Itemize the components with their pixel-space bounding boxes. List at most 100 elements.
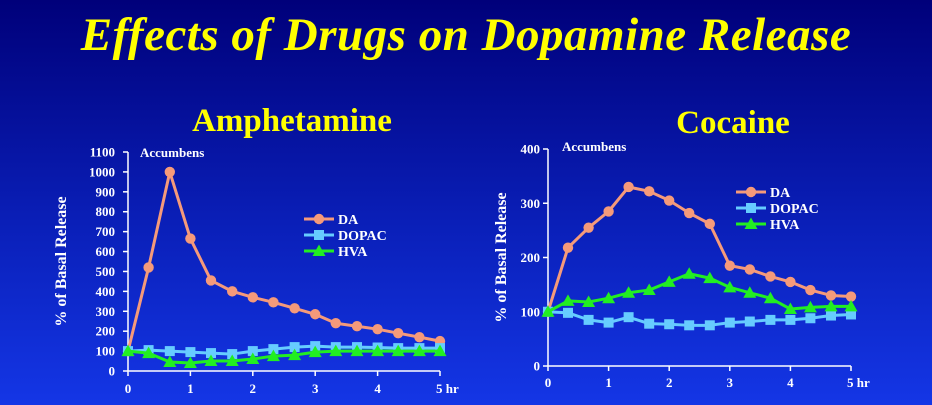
data-point-dopac [205,348,216,359]
data-point-da [744,264,755,275]
legend-marker-hva [744,217,758,229]
data-point-hva [163,355,177,368]
y-tick-label: 1000 [89,164,115,179]
data-point-dopac [785,314,796,325]
data-point-da [247,292,258,303]
legend-label-dopac: DOPAC [338,229,387,244]
x-tick-label: 5 hr [436,381,459,396]
data-point-hva [225,354,239,367]
x-tick-label: 3 [312,381,319,396]
x-tick-label: 1 [187,381,194,396]
y-tick-label: 200 [96,324,116,339]
data-point-dopac [164,346,175,357]
y-tick-label: 1100 [90,145,115,160]
y-tick-label: 300 [96,304,116,319]
data-point-hva [371,344,385,357]
data-point-hva [743,286,757,298]
data-point-hva [561,294,575,306]
data-point-dopac [704,320,715,331]
legend-marker-da [745,186,757,198]
data-point-dopac [765,314,776,325]
data-point-da [845,291,857,302]
series-line-hva [127,349,440,365]
data-point-hva [308,345,322,358]
y-tick-label: 600 [96,244,116,259]
data-point-da [724,260,735,271]
series-line-da [126,170,441,352]
data-point-dopac [583,314,594,325]
data-point-hva [844,299,858,312]
data-point-dopac [185,347,196,358]
data-point-da [289,303,300,314]
y-tick-label: 500 [96,264,116,279]
y-tick-label: 300 [521,196,541,211]
amphetamine-chart: Amphetamine % of Basal Release 0 100 200 300 4… [53,103,459,396]
legend-label-da: DA [338,213,359,228]
x-tick-label: 4 [374,381,381,396]
data-point-dopac [664,319,675,330]
data-point-dopac [805,313,816,324]
x-tick-label: 4 [787,375,794,390]
data-point-hva [412,344,426,357]
data-point-hva [288,348,302,361]
data-point-da [164,166,176,178]
data-point-dopac [227,349,238,360]
data-point-hva [246,352,260,365]
data-point-dopac [268,344,279,355]
y-tick-label: 0 [534,359,541,374]
data-point-da [644,186,655,197]
data-point-da [310,309,321,320]
data-point-hva [541,305,555,317]
data-point-da [805,284,816,296]
data-point-hva [642,283,656,296]
x-tick-label: 0 [545,375,552,390]
slide-title: Effects of Drugs on Dopamine Release [80,9,852,61]
data-point-da [268,297,279,308]
y-axis-label: % of Basal Release [493,192,510,322]
x-tick-label: 5 hr [847,375,870,390]
region-annotation: Accumbens [562,139,626,154]
data-point-hva [121,344,135,357]
data-point-da [664,195,675,206]
legend-label-dopac: DOPAC [770,202,819,217]
data-point-da [785,276,796,288]
data-point-da [392,327,404,339]
data-point-da [704,218,716,230]
data-point-hva [803,300,817,313]
data-point-hva [622,286,636,298]
series-line-dopac [127,344,440,356]
series-line-da [546,185,852,313]
data-point-dopac [684,320,695,331]
data-point-hva [266,349,280,362]
data-point-hva [824,299,838,312]
x-tick-label: 2 [666,375,673,390]
series-line-hva [547,272,851,314]
data-point-dopac [603,317,614,328]
data-point-dopac [562,307,573,318]
y-axis-label: % of Basal Release [53,196,70,326]
data-point-hva [582,295,596,307]
legend-marker-da [313,213,325,225]
y-tick-label: 400 [521,142,541,157]
data-point-hva [723,280,737,293]
data-point-da [143,262,154,273]
data-point-dopac [826,310,837,321]
data-point-dopac [724,317,735,328]
data-point-dopac [289,342,300,353]
region-annotation: Accumbens [140,145,204,160]
data-point-dopac [744,316,755,327]
data-point-hva [433,344,447,357]
data-point-dopac [846,309,856,320]
x-tick-label: 0 [125,381,132,396]
data-point-da [603,206,614,217]
data-point-hva [204,354,218,367]
data-point-hva [142,346,156,359]
data-point-da [227,286,238,297]
data-point-hva [682,267,696,279]
y-tick-label: 100 [96,344,116,359]
data-point-dopac [623,312,634,323]
y-tick-label: 700 [96,224,116,239]
data-point-hva [329,344,343,357]
x-tick-label: 2 [250,381,257,396]
